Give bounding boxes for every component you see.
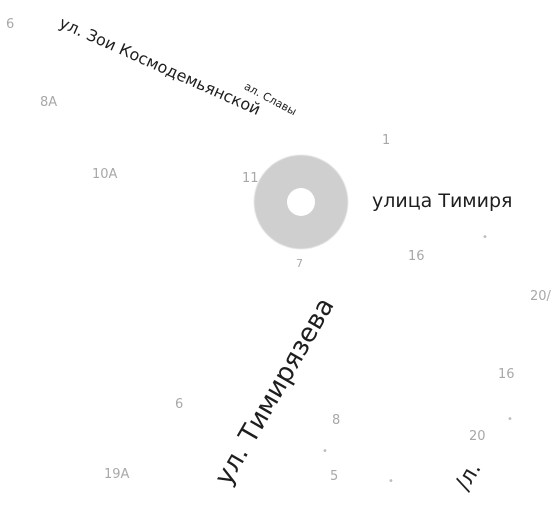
house-number: 8 xyxy=(332,413,341,428)
location-marker-center xyxy=(287,188,315,216)
house-number: 11 xyxy=(242,171,259,186)
street-label-partial: /л. xyxy=(450,457,487,495)
house-number: 19А xyxy=(104,467,130,482)
house-number: 6 xyxy=(6,17,15,32)
house-number: 6 xyxy=(175,397,184,412)
house-number: 16 xyxy=(498,367,515,382)
house-number: 20 xyxy=(469,429,486,444)
street-label-zoi-kosmodemyanskoy: ул. Зои Космодемьянской xyxy=(56,12,264,120)
building-dot: • xyxy=(388,476,394,487)
street-label-timiryazeva-horizontal: улица Тимиря xyxy=(372,190,513,212)
street-label-timiryazeva-diagonal: ул. Тимирязева xyxy=(209,292,341,491)
house-number: 5 xyxy=(330,469,339,484)
house-number: 20/ xyxy=(530,289,551,304)
house-number: 1 xyxy=(382,133,391,148)
building-dot: • xyxy=(322,446,328,457)
building-dot: • xyxy=(482,232,488,243)
house-number: 8А xyxy=(40,95,58,110)
building-dot: • xyxy=(507,414,513,425)
house-number: 7 xyxy=(296,257,303,270)
house-number: 10А xyxy=(92,167,118,182)
house-number: 16 xyxy=(408,249,425,264)
